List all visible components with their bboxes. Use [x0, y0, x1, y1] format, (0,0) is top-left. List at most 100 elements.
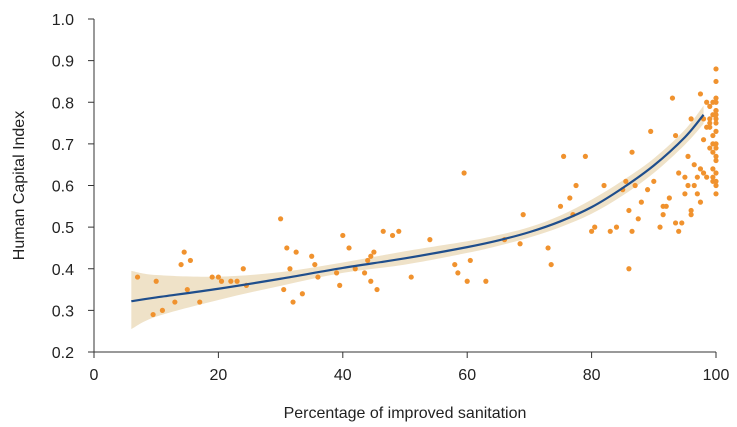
data-point	[589, 228, 595, 234]
data-point	[159, 307, 166, 313]
y-tick-label: 0.7	[52, 137, 74, 154]
data-point	[713, 116, 719, 122]
data-point	[638, 199, 644, 205]
data-point	[713, 141, 719, 147]
fit-line	[131, 114, 705, 303]
data-point	[648, 128, 654, 134]
data-point	[352, 266, 358, 272]
x-tick-label: 100	[703, 367, 730, 384]
data-point	[713, 157, 719, 164]
data-point	[464, 278, 470, 284]
data-point	[483, 278, 489, 284]
data-point	[545, 245, 551, 251]
data-point	[672, 220, 679, 226]
data-point	[592, 224, 598, 230]
data-point	[669, 95, 676, 101]
data-point	[197, 299, 203, 305]
y-tick-label: 0.8	[52, 95, 74, 112]
data-point	[697, 199, 704, 205]
data-point	[315, 274, 321, 280]
data-point	[713, 182, 719, 189]
data-point	[396, 228, 402, 234]
data-point	[629, 149, 635, 155]
data-point	[676, 228, 682, 234]
data-point	[333, 270, 340, 276]
data-point	[685, 153, 691, 159]
data-point	[704, 99, 710, 105]
x-tick-label: 60	[458, 367, 476, 384]
data-point	[691, 182, 697, 189]
data-point	[691, 162, 697, 168]
x-axis-ticks: 0 20 40 60 80 100	[90, 352, 730, 384]
data-point	[700, 170, 707, 176]
data-point	[557, 203, 564, 209]
data-point	[455, 270, 461, 276]
data-point	[452, 261, 458, 268]
x-tick-label: 40	[334, 367, 352, 384]
data-point	[626, 266, 632, 272]
data-point	[629, 228, 635, 234]
data-point	[561, 153, 567, 159]
data-point	[713, 78, 719, 85]
data-point	[710, 132, 716, 139]
data-point	[361, 270, 368, 276]
data-point	[172, 299, 178, 305]
data-point	[365, 257, 371, 264]
data-point	[573, 182, 579, 189]
data-point	[657, 224, 663, 230]
x-tick-label: 80	[583, 367, 601, 384]
data-point	[284, 245, 290, 251]
data-point	[374, 286, 380, 293]
data-point	[337, 282, 343, 288]
data-point	[153, 278, 159, 284]
y-tick-label: 0.6	[52, 179, 74, 196]
data-point	[685, 182, 691, 189]
data-point	[150, 311, 156, 318]
data-point	[309, 253, 315, 259]
data-point	[713, 120, 719, 126]
data-point	[663, 203, 669, 209]
data-point	[467, 257, 473, 264]
data-point	[340, 232, 346, 239]
data-point	[682, 191, 688, 197]
data-point	[713, 191, 719, 197]
data-point	[707, 116, 713, 122]
data-point	[676, 170, 682, 176]
data-point	[371, 249, 377, 255]
x-axis-title: Percentage of improved sanitation	[284, 405, 527, 422]
confidence-band	[131, 105, 704, 330]
data-point	[713, 112, 719, 118]
data-point	[713, 99, 719, 105]
data-point	[278, 216, 284, 222]
data-point	[427, 237, 433, 243]
y-tick-label: 0.3	[52, 303, 74, 320]
data-point	[228, 278, 234, 284]
data-point	[694, 191, 700, 197]
data-point	[707, 103, 713, 110]
data-point	[707, 120, 713, 126]
data-point	[635, 216, 641, 222]
data-point	[710, 166, 716, 172]
data-point	[281, 286, 287, 293]
data-point	[240, 266, 246, 272]
data-point	[632, 182, 638, 189]
data-point	[679, 220, 685, 226]
data-point	[184, 286, 190, 293]
y-tick-label: 1.0	[52, 12, 74, 29]
data-point	[299, 291, 305, 297]
data-point	[710, 174, 716, 180]
data-point	[520, 212, 526, 218]
data-point	[380, 228, 386, 234]
y-tick-label: 0.2	[52, 345, 74, 362]
data-points-layer	[134, 66, 719, 318]
data-point	[713, 145, 719, 151]
data-point	[134, 274, 141, 280]
data-point	[290, 299, 296, 305]
y-axis-title: Human Capital Index	[11, 111, 28, 260]
data-point	[694, 174, 700, 180]
data-point	[710, 149, 716, 155]
data-point	[688, 212, 694, 218]
data-point	[601, 182, 607, 189]
data-point	[688, 116, 694, 122]
